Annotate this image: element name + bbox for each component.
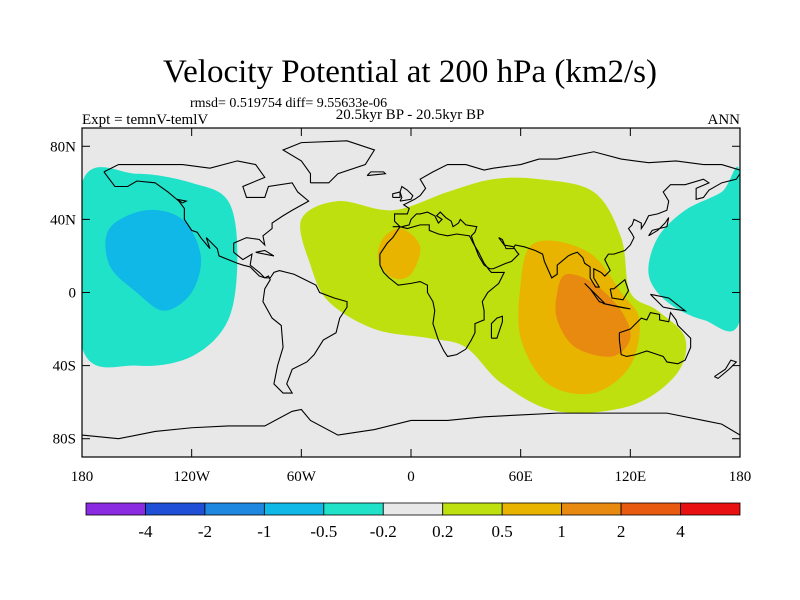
coastline-1	[281, 140, 376, 184]
coastline-11	[650, 293, 688, 312]
contour-region-1	[105, 209, 202, 311]
colorbar-swatch	[561, 502, 622, 516]
coastline-10	[609, 278, 630, 301]
coastline-9	[602, 302, 631, 310]
y-tick-label: 40N	[50, 212, 76, 228]
colorbar-swatch	[204, 502, 265, 516]
x-tick-label: 180	[71, 469, 94, 485]
left-string: Expt = temnV-temlV	[82, 112, 208, 128]
x-tick-label: 0	[407, 469, 415, 485]
y-tick-label: 0	[69, 286, 77, 302]
stats-line: rmsd= 0.519754 diff= 9.55633e-06	[190, 96, 387, 111]
colorbar-label: 0.5	[492, 522, 513, 541]
coastline-12	[648, 217, 670, 237]
y-tick-label: 80N	[50, 139, 76, 155]
colorbar-label: 2	[617, 522, 626, 541]
colorbar-swatch	[263, 502, 325, 516]
right-string: ANN	[708, 112, 741, 128]
colorbar-swatch	[382, 502, 444, 516]
colorbar-swatch	[501, 502, 563, 516]
colorbar-swatch	[85, 502, 146, 516]
coastline-5	[490, 315, 503, 339]
colorbar: -4 -2 -1 -0.5 -0.2 0.2 0.5 1 2 4	[85, 502, 741, 541]
colorbar-label: 4	[676, 522, 685, 541]
colorbar-swatch	[323, 502, 384, 516]
contour-region-2	[648, 166, 740, 332]
colorbar-label: -0.5	[310, 522, 337, 541]
colorbar-swatch	[442, 502, 503, 516]
x-tick-label: 60W	[287, 469, 317, 485]
colorbar-label: -1	[257, 522, 271, 541]
coastline-6	[618, 311, 692, 365]
coastline-0	[103, 160, 348, 394]
colorbar-label: -0.2	[370, 522, 397, 541]
y-tick-label: 80S	[53, 432, 76, 448]
y-tick-label: 40S	[53, 359, 76, 375]
contour-regions	[82, 166, 740, 413]
coastline-2	[392, 151, 740, 228]
y-axis-ticks: 80N 40N 0 40S 80S	[50, 139, 740, 448]
x-axis-ticks: 180 120W 60W 0 60E 120E 180	[71, 128, 752, 485]
coastline-17	[255, 249, 275, 257]
coastline-3	[401, 173, 740, 288]
colorbar-label: -2	[198, 522, 212, 541]
colorbar-label: 0.2	[432, 522, 453, 541]
coastline-18	[176, 198, 188, 204]
colorbar-swatch	[145, 502, 206, 516]
contour-region-6	[555, 273, 631, 357]
coastline-14	[399, 185, 414, 202]
x-tick-label: 60E	[509, 469, 533, 485]
coastlines	[82, 140, 740, 440]
colorbar-swatch	[620, 502, 681, 516]
coastline-13	[714, 359, 738, 380]
contour-region-5	[377, 228, 421, 280]
x-tick-label: 120W	[173, 469, 211, 485]
colorbar-label: 1	[557, 522, 566, 541]
center-string: 20.5kyr BP - 20.5kyr BP	[336, 107, 485, 123]
colorbar-swatch	[680, 502, 741, 516]
chart-title: Velocity Potential at 200 hPa (km2/s)	[163, 54, 657, 90]
coastline-16	[366, 171, 387, 177]
x-tick-label: 120E	[614, 469, 646, 485]
colorbar-label: -4	[138, 522, 153, 541]
coastline-15	[392, 191, 401, 199]
coastline-7	[82, 408, 740, 440]
x-tick-label: 180	[729, 469, 752, 485]
coastline-4	[379, 224, 506, 358]
